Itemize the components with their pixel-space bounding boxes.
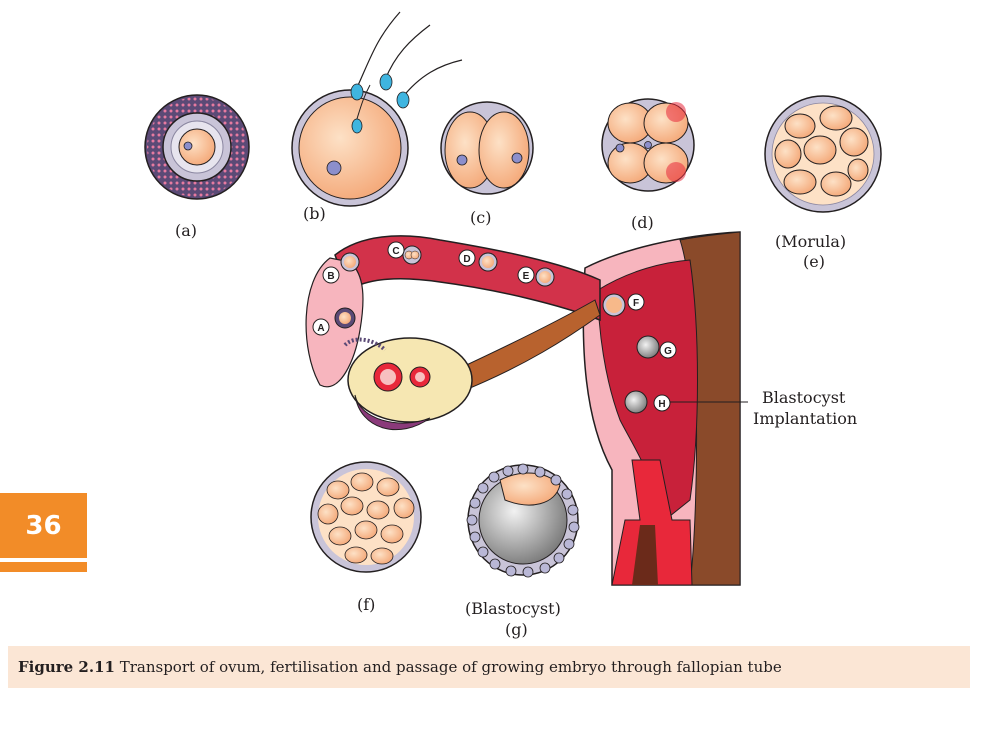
label-implantation: Implantation [753, 409, 858, 428]
stage-marker-h-text: H [658, 399, 665, 410]
stage-marker-a: A [312, 318, 330, 336]
compact-morula-f [310, 461, 422, 573]
reproductive-tract: A B C D E F G H [305, 231, 748, 586]
label-e-title: (Morula) [775, 232, 847, 251]
label-a: (a) [175, 221, 198, 240]
label-f: (f) [357, 595, 376, 614]
label-d: (d) [631, 213, 654, 232]
stage-marker-e: E [517, 266, 535, 284]
stage-marker-h: H [653, 394, 671, 412]
page-number: 36 [25, 510, 62, 541]
two-cell-c [440, 101, 534, 195]
stage-marker-d-text: D [463, 254, 470, 265]
stage-marker-b: B [322, 266, 340, 284]
stage-marker-c-text: C [392, 246, 399, 257]
stage-marker-g: G [659, 341, 677, 359]
page-rule [0, 562, 87, 572]
page-number-box: 36 [0, 493, 87, 558]
stage-marker-g-text: G [664, 346, 672, 357]
ovum-a [144, 94, 250, 200]
label-g: (g) [505, 620, 528, 639]
fertilisation-b [291, 11, 463, 207]
label-e: (e) [803, 252, 825, 271]
morula-e [764, 95, 882, 213]
stage-marker-c: C [387, 241, 405, 259]
stage-marker-f-text: F [633, 298, 639, 309]
label-g-title: (Blastocyst) [465, 599, 561, 618]
label-blastocyst: Blastocyst [762, 388, 846, 407]
four-cell-d [601, 98, 695, 192]
stage-marker-f: F [627, 293, 645, 311]
label-c: (c) [470, 208, 492, 227]
caption-bar: Figure 2.11 Transport of ovum, fertilisa… [8, 646, 970, 688]
stage-marker-b-text: B [327, 271, 334, 282]
caption-label: Figure 2.11 [18, 658, 115, 676]
stage-marker-d: D [458, 249, 476, 267]
stage-marker-e-text: E [523, 271, 530, 282]
figure-caption: Figure 2.11 Transport of ovum, fertilisa… [8, 658, 782, 676]
blastocyst-g [466, 463, 580, 578]
caption-text: Transport of ovum, fertilisation and pas… [114, 658, 782, 676]
label-b: (b) [303, 204, 326, 223]
stage-marker-a-text: A [317, 323, 324, 334]
